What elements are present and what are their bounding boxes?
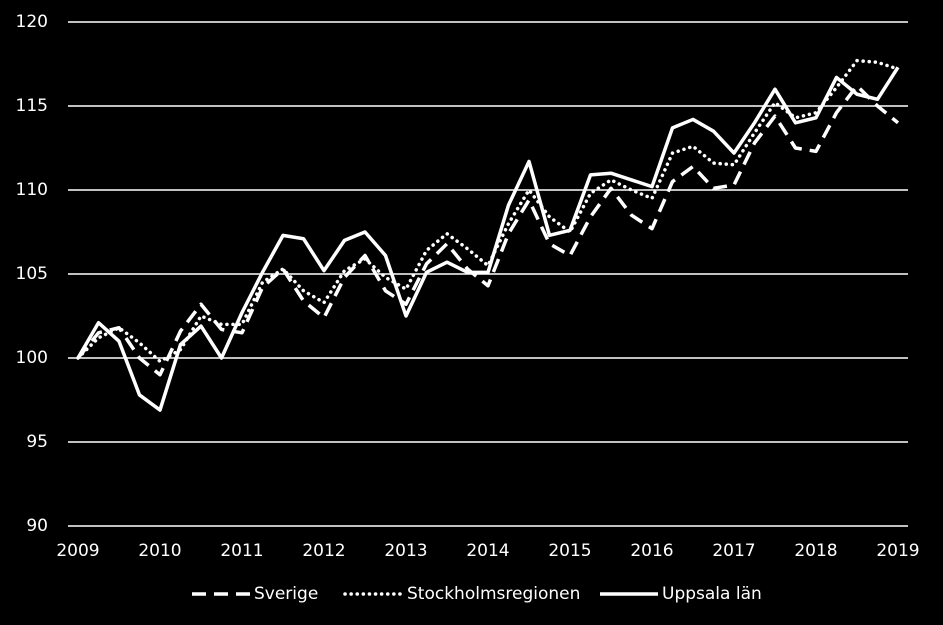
x-tick-label: 2012 xyxy=(302,541,345,561)
y-tick-label: 95 xyxy=(26,432,48,452)
y-tick-label: 115 xyxy=(16,96,48,116)
x-tick-label: 2014 xyxy=(466,541,509,561)
y-tick-label: 105 xyxy=(16,264,48,284)
x-tick-label: 2011 xyxy=(220,541,263,561)
legend-label: Sverige xyxy=(254,584,318,604)
x-tick-label: 2015 xyxy=(548,541,591,561)
x-tick-label: 2010 xyxy=(138,541,181,561)
legend-label: Uppsala län xyxy=(662,584,762,604)
y-tick-label: 90 xyxy=(26,516,48,536)
x-tick-label: 2016 xyxy=(630,541,673,561)
y-tick-label: 120 xyxy=(16,12,48,32)
x-tick-label: 2013 xyxy=(384,541,427,561)
x-tick-label: 2019 xyxy=(876,541,919,561)
x-tick-label: 2017 xyxy=(712,541,755,561)
y-tick-label: 100 xyxy=(16,348,48,368)
series-line xyxy=(76,58,900,364)
legend-label: Stockholmsregionen xyxy=(407,584,580,604)
series-line xyxy=(76,66,900,412)
x-tick-label: 2009 xyxy=(56,541,99,561)
y-tick-label: 110 xyxy=(16,180,48,200)
x-tick-label: 2018 xyxy=(794,541,837,561)
